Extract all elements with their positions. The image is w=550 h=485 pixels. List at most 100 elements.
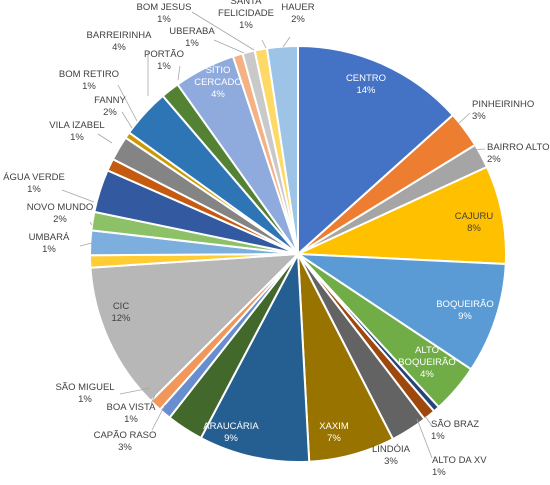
- leader-line-bairro-alto: [469, 148, 486, 151]
- label-alto-boqueirao: ALTO BOQUEIRÃO 4%: [398, 345, 456, 380]
- label-name: HAUER: [281, 2, 314, 13]
- label-percent: 2%: [291, 14, 305, 25]
- label-percent: 2%: [487, 154, 501, 165]
- leader-line-alto-da-xv: [416, 418, 433, 459]
- label-sao-miguel: SÃO MIGUEL 1%: [55, 382, 114, 405]
- label-percent: 1%: [42, 244, 56, 255]
- label-portao: PORTÃO 1%: [144, 49, 184, 72]
- label-name: BOA VISTA: [107, 402, 157, 413]
- label-name: CAPÃO RASO: [94, 430, 157, 441]
- label-name: LINDÓIA: [372, 444, 411, 455]
- leader-line-bom-jesus: [191, 11, 255, 51]
- label-barreirinha: BARREIRINHA 4%: [87, 30, 153, 53]
- slice-cic: [89, 252, 301, 403]
- label-percent: 1%: [239, 20, 253, 31]
- label-name: BARREIRINHA: [87, 30, 153, 41]
- label-name: CERCADO: [194, 77, 242, 88]
- label-percent: 12%: [111, 313, 131, 324]
- label-araucaria: ARAUCÁRIA 9%: [203, 421, 259, 444]
- leader-line-boa-vista: [150, 394, 156, 405]
- label-percent: 8%: [467, 223, 481, 234]
- label-agua-verde: ÁGUA VERDE 1%: [3, 172, 65, 195]
- label-percent: 1%: [124, 414, 138, 425]
- label-percent: 3%: [118, 442, 132, 453]
- slice-araucaria: [199, 250, 311, 464]
- leader-line-umbara: [79, 242, 93, 247]
- label-percent: 1%: [157, 61, 171, 72]
- label-name: SÍTIO: [206, 65, 231, 76]
- leader-line-sao-miguel: [119, 387, 151, 395]
- label-name: UMBARÁ: [29, 232, 70, 243]
- label-percent: 9%: [224, 433, 238, 444]
- leader-lines: [61, 11, 486, 459]
- leader-line-agua-verde: [61, 189, 95, 203]
- label-name: BOM JESUS: [137, 2, 192, 13]
- label-percent: 1%: [70, 132, 84, 143]
- label-vila-izabel: VILA IZABEL 1%: [49, 120, 104, 143]
- label-name: ARAUCÁRIA: [203, 421, 259, 432]
- label-name: XAXIM: [319, 421, 349, 432]
- label-name: ÁGUA VERDE: [3, 172, 65, 183]
- slice-cajuru: [297, 165, 507, 266]
- leader-line-fanny: [121, 111, 133, 129]
- pie-slices: [88, 44, 507, 464]
- label-lindoia: LINDÓIA 3%: [372, 444, 411, 467]
- slice-labels: CENTRO 14% PINHEIRINHO 3% BAIRRO ALTO 2% CAJUR…: [3, 0, 549, 478]
- label-name: UBERABA: [169, 26, 215, 37]
- label-percent: 1%: [157, 14, 171, 25]
- label-sao-braz: SÃO BRAZ 1%: [431, 419, 479, 442]
- label-boa-vista: BOA VISTA 1%: [107, 402, 157, 425]
- label-name: VILA IZABEL: [49, 120, 104, 131]
- label-capao-raso: CAPÃO RASO 3%: [94, 430, 157, 453]
- label-percent: 1%: [431, 431, 445, 442]
- label-uberaba: UBERABA 1%: [169, 26, 215, 49]
- label-percent: 4%: [211, 89, 225, 100]
- label-name: FELICIDADE: [218, 8, 274, 19]
- label-alto-da-xv: ALTO DA XV 1%: [432, 455, 487, 478]
- label-name: NOVO MUNDO: [27, 202, 94, 213]
- slice-hauer: [265, 44, 299, 255]
- label-percent: 1%: [432, 467, 446, 478]
- leader-line-portao: [177, 65, 181, 81]
- label-umbara: UMBARÁ 1%: [29, 232, 70, 255]
- slice-boqueirao: [294, 252, 507, 371]
- label-name: BOQUEIRÃO: [436, 299, 494, 310]
- leader-line-sao-braz: [424, 415, 433, 427]
- label-bom-retiro: BOM RETIRO 1%: [59, 69, 119, 92]
- label-percent: 3%: [384, 456, 398, 467]
- leader-line-santa-felicidade: [261, 39, 267, 49]
- label-percent: 4%: [112, 42, 126, 53]
- leader-line-pinheirinho: [457, 112, 471, 125]
- label-xaxim: XAXIM 7%: [319, 421, 349, 444]
- label-pinheirinho: PINHEIRINHO 3%: [472, 99, 534, 122]
- label-name: CENTRO: [346, 73, 386, 84]
- label-bom-jesus: BOM JESUS 1%: [137, 2, 192, 25]
- label-name: ALTO: [415, 345, 439, 356]
- leader-line-uberaba: [213, 39, 245, 54]
- label-name: PORTÃO: [144, 49, 184, 60]
- label-percent: 1%: [78, 394, 92, 405]
- label-percent: 14%: [356, 85, 376, 96]
- label-hauer: HAUER 2%: [281, 2, 314, 25]
- label-percent: 2%: [53, 214, 67, 225]
- label-name: SÃO MIGUEL: [55, 382, 114, 393]
- label-santa-felicidade: SANTA FELICIDADE 1%: [218, 0, 274, 31]
- label-centro: CENTRO 14%: [346, 73, 386, 96]
- label-name: SANTA: [231, 0, 263, 7]
- leader-line-hauer: [282, 36, 291, 48]
- label-percent: 9%: [458, 311, 472, 322]
- label-name: CIC: [113, 301, 130, 312]
- label-bairro-alto: BAIRRO ALTO 2%: [487, 142, 549, 165]
- slice-centro: [297, 44, 455, 257]
- label-name: ALTO DA XV: [432, 455, 487, 466]
- label-sitio-cercado: SÍTIO CERCADO 4%: [194, 65, 242, 100]
- label-name: BOM RETIRO: [59, 69, 119, 80]
- label-boqueirao: BOQUEIRÃO 9%: [436, 299, 494, 322]
- label-novo-mundo: NOVO MUNDO 2%: [27, 202, 94, 225]
- label-name: BOQUEIRÃO: [398, 357, 456, 368]
- leader-line-vila-izabel: [97, 133, 113, 144]
- label-name: FANNY: [94, 95, 126, 106]
- label-percent: 2%: [103, 107, 117, 118]
- label-name: CAJURU: [455, 211, 494, 222]
